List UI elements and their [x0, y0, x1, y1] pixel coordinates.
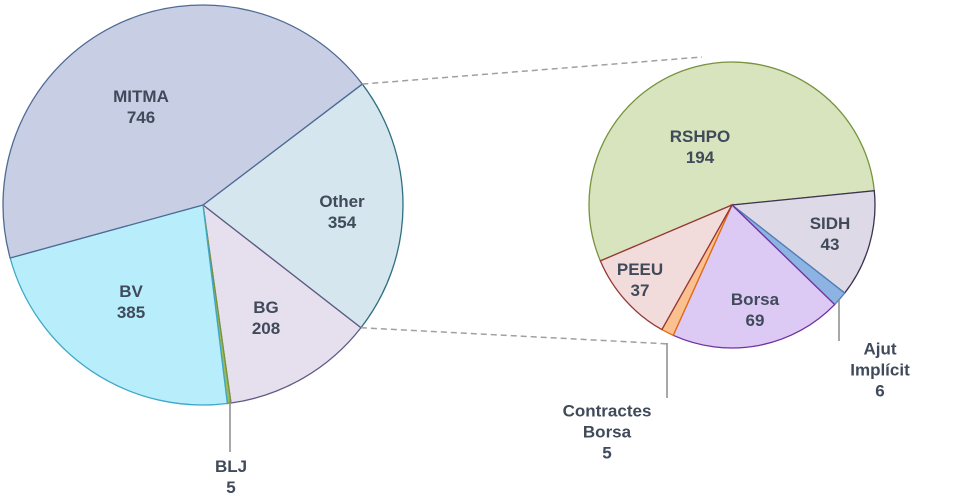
label-value: 208: [251, 319, 281, 338]
label-name: Borsa: [730, 290, 780, 309]
data-label: BG 208: [252, 297, 280, 339]
label-value: 194: [685, 148, 715, 167]
label-value: 43: [820, 235, 840, 254]
data-label: SIDH 43: [810, 213, 851, 255]
label-name: Other: [319, 192, 365, 211]
label-value: 385: [116, 303, 146, 322]
connector-line: [360, 326, 671, 345]
pie-slice: [2, 4, 364, 259]
pie-slice: [588, 61, 876, 262]
label-value: 5: [602, 443, 612, 463]
label-value: 37: [630, 281, 650, 300]
data-label: RSHPO 194: [670, 126, 730, 168]
pie-slice: [730, 190, 876, 294]
label-value: 746: [126, 108, 156, 127]
data-label: Contractes Borsa 5: [562, 401, 652, 464]
data-label: MITMA 746: [113, 86, 169, 128]
label-name: BG: [253, 298, 279, 317]
label-name: BV: [119, 282, 143, 301]
label-value: 5: [226, 478, 236, 496]
data-label: Ajut Implícit 6: [841, 339, 920, 402]
pie-slice: [202, 203, 362, 404]
pie-slice: [9, 204, 229, 406]
label-name: MITMA: [113, 87, 169, 106]
pie-slice: [599, 203, 734, 331]
connector-line: [362, 56, 703, 85]
data-label: BV 385: [117, 281, 145, 323]
label-name: Contractes Borsa: [562, 401, 652, 442]
pie-slice: [201, 83, 404, 329]
label-value: 6: [875, 381, 885, 401]
label-value: 69: [745, 311, 765, 330]
data-label: Other 354: [319, 191, 364, 233]
label-name: RSHPO: [669, 127, 731, 146]
label-name: PEEU: [616, 260, 664, 279]
label-name: BLJ: [214, 457, 248, 476]
data-label: PEEU 37: [617, 259, 663, 301]
label-value: 354: [327, 213, 357, 232]
label-name: SIDH: [809, 214, 851, 233]
label-name: Ajut Implícit: [850, 339, 910, 380]
data-label: Borsa 69: [731, 289, 779, 331]
data-label: BLJ 5: [215, 456, 247, 496]
pie-slice: [672, 203, 836, 349]
